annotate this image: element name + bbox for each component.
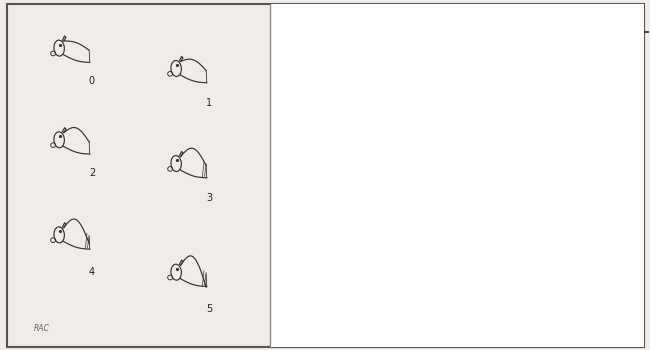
- Text: Crest enlarged and thickened, so fat is deposited
 more heavily in the middle of: Crest enlarged and thickened, so fat is …: [358, 161, 638, 223]
- Text: Score: Score: [290, 19, 334, 33]
- Text: 4: 4: [298, 226, 305, 236]
- Text: 2: 2: [298, 100, 305, 110]
- Text: 3: 3: [298, 161, 305, 171]
- Text: RAC: RAC: [34, 324, 49, 333]
- Text: No visual appearance of a crest, but slight
filling felt with palpation.: No visual appearance of a crest, but sli…: [358, 63, 599, 86]
- Text: Noticeable appearance of a crest, but fat
deposited fairly evenly from poll to w: Noticeable appearance of a crest, but fa…: [358, 100, 625, 149]
- Text: No palpable crest.: No palpable crest.: [358, 43, 461, 52]
- Text: 0: 0: [298, 43, 305, 52]
- Text: 5: 5: [298, 267, 305, 277]
- Text: 5: 5: [206, 304, 212, 314]
- Text: Crest grossly enlarged and thickened and can no
longer be cupped in one hand or : Crest grossly enlarged and thickened and…: [358, 226, 636, 274]
- Text: Description: Description: [358, 19, 447, 33]
- Text: Crest is so large it permanently droops to one
side.: Crest is so large it permanently droops …: [358, 267, 619, 289]
- Text: 0: 0: [89, 76, 95, 86]
- Text: 2: 2: [89, 168, 95, 178]
- Text: 4: 4: [89, 267, 95, 276]
- Text: 1: 1: [206, 98, 212, 108]
- Text: 1: 1: [298, 63, 305, 73]
- Text: 3: 3: [206, 194, 212, 203]
